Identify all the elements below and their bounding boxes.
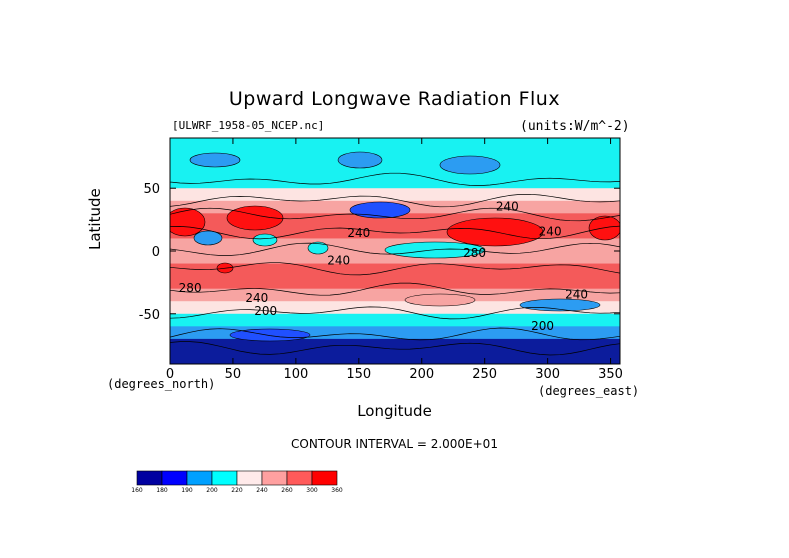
- lat-band--30: [170, 288, 620, 302]
- colorbar-label-7: 300: [306, 487, 318, 494]
- colorbar-label-1: 180: [156, 487, 168, 494]
- contour-label-9: 200: [531, 319, 554, 333]
- colorbar-label-5: 240: [256, 487, 268, 494]
- lat-band-70: [170, 163, 620, 177]
- contour-line: [170, 262, 620, 276]
- colorbar-swatch-6: [286, 470, 313, 486]
- contour-line: [170, 225, 620, 240]
- colorbar-swatch-2: [186, 470, 213, 486]
- x-axis-label: Longitude: [357, 402, 432, 420]
- y-tick-label: 0: [152, 245, 160, 260]
- lat-band-50: [170, 188, 620, 202]
- feature-blob: [189, 152, 241, 168]
- x-unit-caption: (degrees_east): [538, 384, 640, 398]
- lat-band-0: [170, 251, 620, 265]
- colorbar-label-0: 160: [131, 487, 143, 494]
- contour-line: [170, 327, 620, 341]
- contour-line: [170, 341, 620, 356]
- file-label: [ULWRF_1958-05_NCEP.nc]: [172, 119, 325, 132]
- contour-label-1: 240: [539, 225, 562, 239]
- contour-line: [170, 172, 620, 186]
- colorbar-swatch-3: [211, 470, 238, 486]
- lat-band--80: [170, 351, 620, 364]
- contour-line: [170, 193, 620, 208]
- x-tick-label: 0: [166, 367, 174, 382]
- contour-line: [170, 282, 620, 296]
- contour-label-2: 240: [347, 226, 370, 240]
- chart-title: Upward Longwave Radiation Flux: [228, 88, 561, 110]
- colorbar-swatch-4: [236, 470, 263, 486]
- contour-interval-text: CONTOUR INTERVAL = 2.000E+01: [291, 437, 498, 451]
- contour-line: [170, 242, 620, 256]
- lat-band--40: [170, 301, 620, 315]
- contour-line: [170, 306, 620, 320]
- feature-blob: [193, 230, 223, 246]
- lat-band--70: [170, 338, 620, 352]
- y-unit-caption: (degrees_north): [107, 377, 216, 391]
- feature-blob: [337, 151, 383, 169]
- contour-lines: [170, 172, 620, 356]
- contour-line: [170, 207, 620, 222]
- x-tick-label: 200: [409, 367, 434, 382]
- colorbar-swatch-1: [161, 470, 188, 486]
- lat-band-90: [170, 138, 620, 152]
- y-tick-label: 50: [143, 182, 160, 197]
- x-tick-label: 100: [283, 367, 308, 382]
- feature-blob: [349, 201, 411, 219]
- colorbar-label-3: 200: [206, 487, 218, 494]
- contour-label-0: 240: [496, 200, 519, 214]
- x-tick-label: 250: [472, 367, 497, 382]
- contour-label-6: 240: [245, 291, 268, 305]
- axis-ticks: 0 50 100 150 200 250 300 350 -50 0 50: [139, 138, 623, 382]
- lat-band--20: [170, 276, 620, 290]
- units-label: (units:W/m^-2): [520, 119, 630, 134]
- contour-label-7: 200: [254, 304, 277, 318]
- x-tick-label: 350: [598, 367, 623, 382]
- feature-blob: [252, 233, 278, 247]
- colorbar: 160 180 190 200 220 240 260 300 360: [131, 470, 343, 494]
- contour-label-8: 240: [565, 287, 588, 301]
- x-tick-label: 300: [535, 367, 560, 382]
- lat-band-60: [170, 175, 620, 189]
- colorbar-swatch-7: [311, 470, 338, 486]
- colorbar-label-8: 360: [331, 487, 343, 494]
- contour-label-5: 280: [179, 281, 202, 295]
- lat-band--50: [170, 313, 620, 327]
- feature-blob: [519, 298, 601, 312]
- colorbar-label-6: 260: [281, 487, 293, 494]
- feature-blob: [170, 207, 206, 237]
- feature-blob: [439, 155, 501, 175]
- feature-blob: [404, 293, 476, 307]
- contour-label-3: 240: [327, 254, 350, 268]
- feature-blob: [307, 241, 329, 255]
- x-tick-label: 50: [225, 367, 242, 382]
- colorbar-swatch-5: [261, 470, 288, 486]
- y-tick-label: -50: [139, 308, 160, 323]
- lat-band--10: [170, 263, 620, 277]
- colorbar-label-2: 190: [181, 487, 193, 494]
- contour-label-4: 280: [463, 246, 486, 260]
- lat-band-80: [170, 150, 620, 164]
- colorbar-swatch-0: [136, 470, 163, 486]
- x-tick-label: 150: [346, 367, 371, 382]
- colorbar-label-4: 220: [231, 487, 243, 494]
